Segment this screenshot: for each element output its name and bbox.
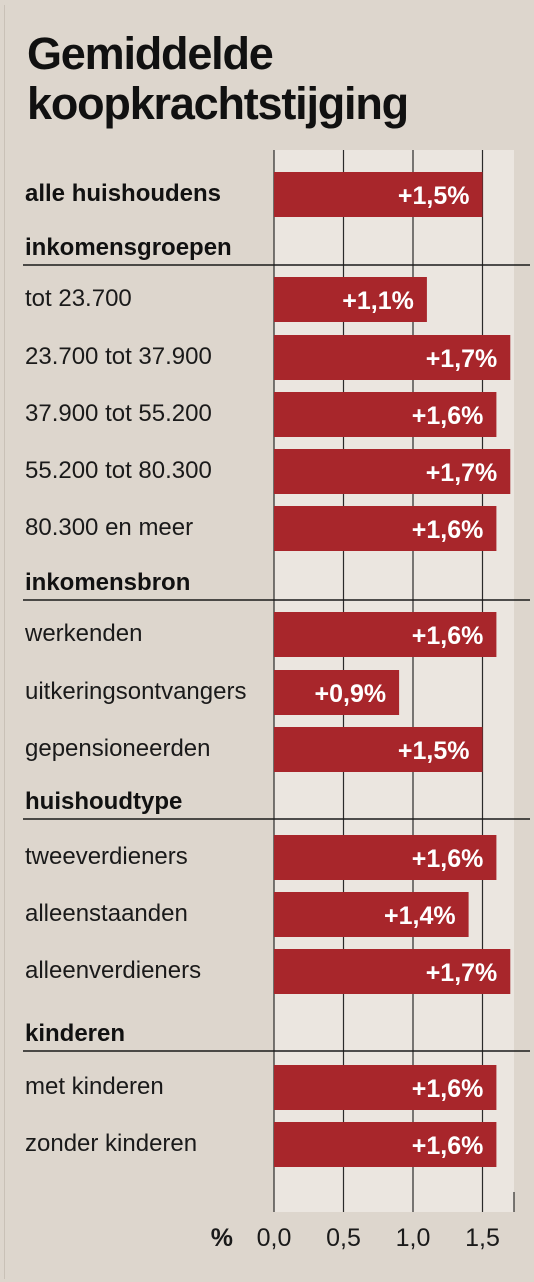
bar <box>274 949 511 994</box>
category-label: gepensioneerden <box>25 735 211 762</box>
category-label: 80.300 en meer <box>25 514 193 541</box>
data-label: +1,6% <box>412 1075 484 1103</box>
x-tick-label: 1,5 <box>465 1224 500 1252</box>
bar <box>274 449 511 494</box>
x-tick-label: 0,0 <box>257 1224 292 1252</box>
data-label: +1,6% <box>412 845 484 873</box>
category-label: alleenstaanden <box>25 900 188 927</box>
category-label: 55.200 tot 80.300 <box>25 457 212 484</box>
data-label: +1,6% <box>412 1132 484 1160</box>
data-label: +0,9% <box>315 680 387 708</box>
title-line-2: koopkrachtstijging <box>27 78 409 129</box>
bar <box>274 727 483 772</box>
data-label: +1,7% <box>426 345 498 373</box>
data-label: +1,6% <box>412 402 484 430</box>
bar <box>274 670 400 715</box>
bar <box>274 835 497 880</box>
category-label: 37.900 tot 55.200 <box>25 400 212 427</box>
x-tick-label: 0,5 <box>326 1224 361 1252</box>
bar <box>274 612 497 657</box>
bar <box>274 277 427 322</box>
axis-unit-label: % <box>211 1224 233 1252</box>
category-label: alleenverdieners <box>25 957 201 984</box>
bar <box>274 892 469 937</box>
section-header: huishoudtype <box>25 788 182 815</box>
data-label: +1,5% <box>398 182 470 210</box>
chart-title: Gemiddelde koopkrachtstijging <box>27 28 409 129</box>
category-label: werkenden <box>24 620 142 647</box>
data-label: +1,7% <box>426 959 498 987</box>
category-label: uitkeringsontvangers <box>25 678 246 705</box>
data-label: +1,4% <box>384 902 456 930</box>
category-label: tot 23.700 <box>25 285 132 312</box>
data-label: +1,7% <box>426 459 498 487</box>
category-label: 23.700 tot 37.900 <box>25 343 212 370</box>
category-label: alle huishoudens <box>25 180 221 207</box>
data-label: +1,6% <box>412 622 484 650</box>
section-header: inkomensgroepen <box>25 234 232 261</box>
category-label: met kinderen <box>25 1073 164 1100</box>
data-label: +1,6% <box>412 516 484 544</box>
section-header: kinderen <box>25 1020 125 1047</box>
x-tick-label: 1,0 <box>396 1224 431 1252</box>
bar <box>274 172 483 217</box>
bar <box>274 1122 497 1167</box>
category-label: tweeverdieners <box>25 843 188 870</box>
bar <box>274 1065 497 1110</box>
category-label: zonder kinderen <box>25 1130 197 1157</box>
bar <box>274 392 497 437</box>
section-header: inkomensbron <box>25 569 190 596</box>
bar <box>274 506 497 551</box>
data-label: +1,5% <box>398 737 470 765</box>
bar <box>274 335 511 380</box>
data-label: +1,1% <box>342 287 414 315</box>
title-line-1: Gemiddelde <box>27 28 274 79</box>
